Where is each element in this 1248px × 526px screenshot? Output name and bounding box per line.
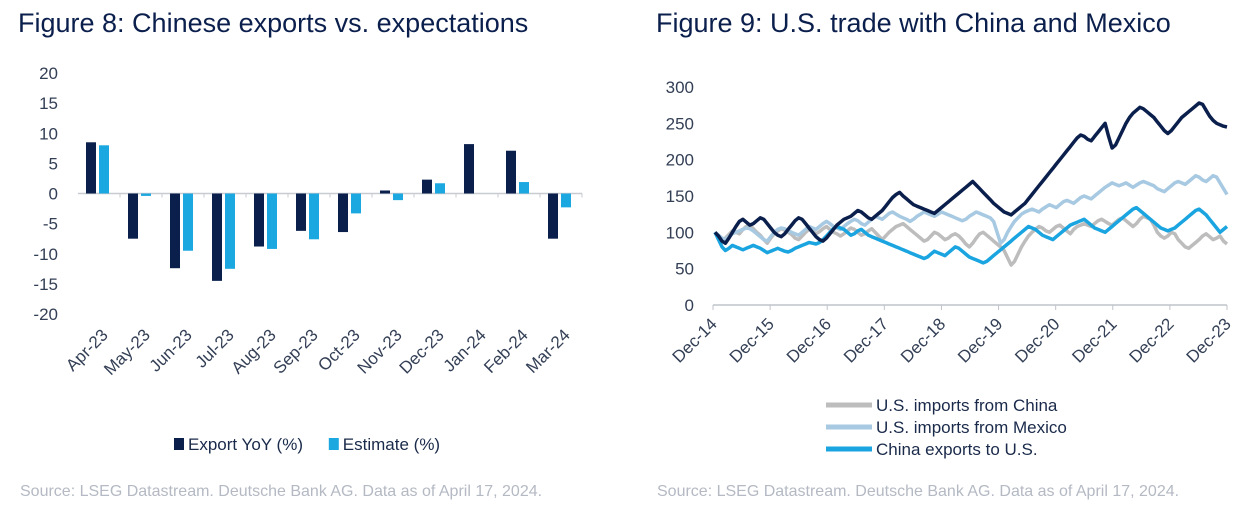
bar-estimate bbox=[267, 193, 277, 249]
y-tick-label: 300 bbox=[666, 78, 694, 97]
figure-9-title: Figure 9: U.S. trade with China and Mexi… bbox=[656, 8, 1171, 38]
y-tick-label: 250 bbox=[666, 114, 694, 133]
bar-export bbox=[296, 193, 306, 231]
series-line-us-imports-mexico bbox=[713, 173, 1229, 245]
figure-8-bar-chart: 20151050-5-10-15-20Apr-23May-23Jun-23Jul… bbox=[33, 64, 583, 454]
x-tick-label: Nov-23 bbox=[354, 325, 406, 377]
figure-9-source: Source: LSEG Datastream. Deutsche Bank A… bbox=[657, 483, 1180, 500]
y-tick-label: -5 bbox=[43, 215, 58, 234]
bar-export bbox=[338, 193, 348, 233]
x-tick-label: May-23 bbox=[100, 325, 154, 379]
bar-export bbox=[86, 142, 96, 194]
x-tick-label: Dec-22 bbox=[1126, 314, 1178, 366]
y-tick-label: 20 bbox=[39, 64, 58, 83]
bar-export bbox=[380, 190, 390, 194]
bar-export bbox=[170, 193, 180, 269]
bar-estimate bbox=[351, 193, 361, 214]
y-tick-label: 10 bbox=[39, 124, 58, 143]
x-tick-label: Dec-18 bbox=[897, 314, 949, 366]
y-tick-label: 0 bbox=[685, 296, 694, 315]
legend-label: Estimate (%) bbox=[343, 435, 440, 454]
y-tick-label: 0 bbox=[49, 185, 58, 204]
bar-export bbox=[506, 150, 516, 194]
bar-export bbox=[548, 193, 558, 239]
bar-estimate bbox=[225, 193, 235, 269]
y-tick-label: -20 bbox=[33, 305, 58, 324]
bar-estimate bbox=[183, 193, 193, 251]
x-tick-label: Mar-24 bbox=[522, 325, 574, 377]
x-tick-label: Aug-23 bbox=[228, 325, 280, 377]
y-tick-label: 15 bbox=[39, 94, 58, 113]
x-tick-label: Dec-15 bbox=[726, 314, 778, 366]
y-tick-label: 200 bbox=[666, 151, 694, 170]
x-tick-label: Dec-20 bbox=[1011, 314, 1063, 366]
bar-estimate bbox=[435, 183, 445, 194]
bar-estimate bbox=[561, 193, 571, 208]
bar-estimate bbox=[309, 193, 319, 240]
y-tick-label: 150 bbox=[666, 187, 694, 206]
y-tick-label: 100 bbox=[666, 223, 694, 242]
x-tick-label: Jun-23 bbox=[146, 325, 196, 375]
y-tick-label: -10 bbox=[33, 245, 58, 264]
figure-8-source: Source: LSEG Datastream. Deutsche Bank A… bbox=[20, 483, 543, 500]
x-tick-label: Dec-17 bbox=[840, 314, 892, 366]
bar-export bbox=[212, 193, 222, 281]
x-tick-label: Dec-23 bbox=[1183, 314, 1235, 366]
legend-swatch bbox=[174, 438, 184, 450]
y-tick-label: 50 bbox=[675, 260, 694, 279]
bar-export bbox=[422, 179, 432, 194]
bar-estimate bbox=[393, 193, 403, 201]
series-line-navy-index bbox=[713, 101, 1228, 245]
bar-estimate bbox=[99, 145, 109, 194]
y-tick-label: -15 bbox=[33, 275, 58, 294]
legend-label: U.S. imports from Mexico bbox=[876, 418, 1067, 437]
series-line-us-imports-china bbox=[713, 214, 1229, 267]
bar-export bbox=[128, 193, 138, 239]
x-tick-label: Dec-16 bbox=[783, 314, 835, 366]
x-tick-label: Feb-24 bbox=[480, 325, 532, 377]
y-tick-label: 5 bbox=[49, 154, 58, 173]
x-tick-label: Dec-21 bbox=[1068, 314, 1120, 366]
series-line-china-exports-us bbox=[713, 205, 1229, 265]
x-tick-label: Dec-14 bbox=[669, 314, 721, 366]
figure-8-title: Figure 8: Chinese exports vs. expectatio… bbox=[18, 8, 529, 38]
x-tick-label: Dec-23 bbox=[396, 325, 448, 377]
bar-export bbox=[464, 144, 474, 194]
x-tick-label: Sep-23 bbox=[270, 325, 322, 377]
x-tick-label: Jan-24 bbox=[440, 325, 490, 375]
bar-estimate bbox=[141, 193, 151, 196]
legend-label: Export YoY (%) bbox=[188, 435, 303, 454]
legend-swatch bbox=[328, 438, 339, 450]
bar-export bbox=[254, 193, 264, 247]
bar-estimate bbox=[519, 182, 529, 194]
x-tick-label: Dec-19 bbox=[954, 314, 1006, 366]
legend-label: China exports to U.S. bbox=[876, 440, 1038, 459]
legend-label: U.S. imports from China bbox=[876, 396, 1058, 415]
